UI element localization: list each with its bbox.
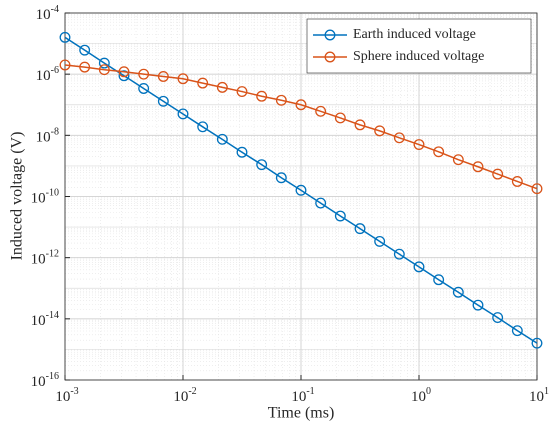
marker <box>511 176 523 187</box>
marker <box>98 64 110 76</box>
marker <box>374 125 386 137</box>
marker <box>79 44 91 56</box>
marker <box>157 71 169 82</box>
legend-marker <box>324 29 336 41</box>
x-tick-label-power: -3 <box>70 386 78 397</box>
marker <box>275 172 287 184</box>
marker <box>315 197 327 209</box>
marker <box>295 184 307 196</box>
marker <box>59 31 71 43</box>
y-tick-label-base: 10 <box>31 252 46 268</box>
marker <box>433 274 445 286</box>
y-tick-label: 10-4 <box>36 4 59 23</box>
marker <box>275 94 287 106</box>
marker <box>472 299 484 311</box>
marker <box>157 95 169 107</box>
y-tick-label-base: 10 <box>36 7 51 23</box>
y-tick-label-power: -14 <box>46 310 59 321</box>
marker <box>393 132 405 144</box>
marker <box>197 121 209 133</box>
marker <box>236 146 248 158</box>
marker <box>492 312 504 324</box>
marker <box>118 66 130 78</box>
x-tick-label-base: 10 <box>291 389 306 405</box>
y-tick-label-base: 10 <box>31 191 46 207</box>
legend-label: Sphere induced voltage <box>353 49 484 64</box>
x-tick-label: 100 <box>411 386 431 405</box>
legend-marker <box>324 51 336 63</box>
y-tick-label-base: 10 <box>31 374 46 390</box>
marker <box>59 59 71 71</box>
marker <box>531 183 543 195</box>
x-tick-label-base: 10 <box>529 389 544 405</box>
y-tick-label-power: -4 <box>51 4 59 15</box>
marker <box>393 248 405 260</box>
marker <box>413 139 425 150</box>
marker <box>472 161 484 173</box>
x-tick-label-power: 1 <box>544 386 549 397</box>
y-tick-label-power: -10 <box>46 188 59 199</box>
y-tick-label: 10-12 <box>31 249 59 268</box>
x-tick-label-power: 0 <box>426 386 431 397</box>
marker <box>256 159 268 171</box>
marker <box>452 286 464 298</box>
marker <box>177 73 189 85</box>
y-tick-label-power: -8 <box>51 127 59 138</box>
marker <box>216 133 228 145</box>
y-tick-label: 10-14 <box>31 310 59 329</box>
marker <box>118 70 130 82</box>
marker <box>354 119 366 131</box>
marker <box>334 210 346 222</box>
x-tick-label: 101 <box>529 386 549 405</box>
legend-label: Earth induced voltage <box>353 27 476 42</box>
marker <box>433 146 445 158</box>
marker <box>334 112 346 124</box>
x-tick-label: 10-1 <box>291 386 314 405</box>
marker <box>216 81 228 93</box>
x-tick-label-base: 10 <box>173 389 188 405</box>
y-tick-label: 10-6 <box>36 65 59 84</box>
marker <box>315 105 327 117</box>
x-tick-label-base: 10 <box>411 389 426 405</box>
y-tick-label-power: -6 <box>51 65 59 76</box>
marker <box>79 61 91 73</box>
x-axis-label: Time (ms) <box>268 405 335 422</box>
marker <box>511 325 523 337</box>
series-line <box>64 36 538 344</box>
x-tick-label-power: -2 <box>188 386 196 397</box>
marker <box>452 154 464 166</box>
marker <box>98 57 110 69</box>
x-tick-label: 10-2 <box>173 386 196 405</box>
marker <box>531 337 543 349</box>
x-tick-label-power: -1 <box>306 386 314 397</box>
marker <box>256 90 268 102</box>
marker <box>354 223 366 235</box>
marker <box>236 86 248 98</box>
marker <box>295 99 307 111</box>
x-tick-label-base: 10 <box>55 389 70 405</box>
series-line <box>64 64 538 190</box>
marker <box>197 77 209 89</box>
marker <box>492 168 504 180</box>
marker <box>138 68 150 80</box>
y-tick-label-power: -16 <box>46 371 59 382</box>
y-tick-label: 10-10 <box>31 188 59 207</box>
legend-box <box>306 18 532 74</box>
marker <box>177 108 189 120</box>
y-tick-label-power: -12 <box>46 249 59 260</box>
x-tick-label: 10-3 <box>55 386 78 405</box>
y-tick-label: 10-8 <box>36 127 59 146</box>
y-axis-label: Induced voltage (V) <box>9 132 26 261</box>
y-tick-label-base: 10 <box>36 130 51 146</box>
plot-frame <box>64 12 538 381</box>
y-tick-label: 10-16 <box>31 371 59 390</box>
marker <box>374 235 386 247</box>
y-tick-label-base: 10 <box>36 69 51 85</box>
marker <box>413 261 425 273</box>
y-tick-label-base: 10 <box>31 313 46 329</box>
marker <box>138 83 150 94</box>
